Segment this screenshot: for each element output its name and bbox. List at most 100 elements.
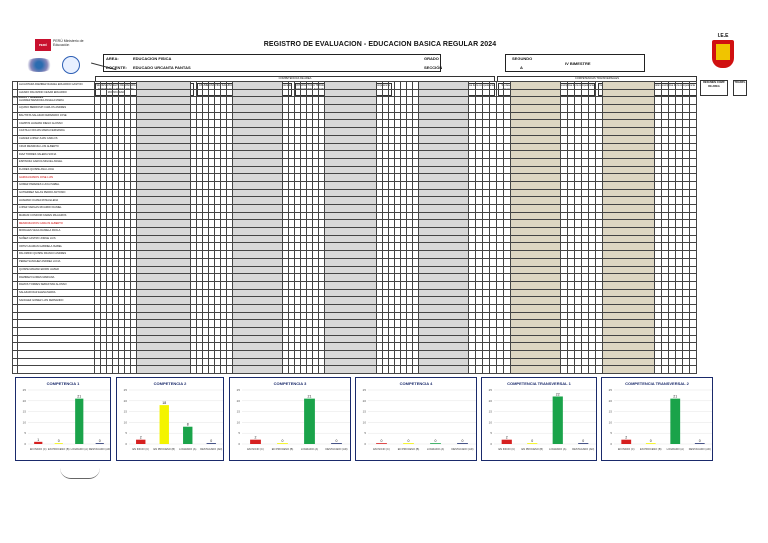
grade-cell[interactable]: [654, 242, 662, 252]
conclusion-cell[interactable]: [232, 357, 283, 367]
grade-cell[interactable]: [595, 127, 603, 136]
grade-cell[interactable]: [581, 142, 589, 152]
conclusion-cell[interactable]: [510, 104, 561, 113]
conclusion-cell[interactable]: [232, 119, 283, 129]
student-name[interactable]: ALVAREZ MENDOZA ANGELA MARIA: [17, 96, 95, 106]
grade-cell[interactable]: [668, 288, 676, 298]
grade-cell[interactable]: [588, 288, 596, 298]
grade-cell[interactable]: [496, 111, 504, 121]
conclusion-cell[interactable]: [136, 111, 191, 121]
grade-cell[interactable]: [482, 211, 490, 221]
grade-cell[interactable]: [496, 188, 504, 198]
grade-cell[interactable]: [689, 327, 697, 336]
grade-cell[interactable]: [482, 311, 490, 321]
grade-cell[interactable]: [668, 334, 676, 344]
grade-cell[interactable]: [581, 334, 589, 344]
student-name[interactable]: AQUINO BERROSPI CARLOS ANDRES: [17, 104, 95, 113]
grade-cell[interactable]: [682, 265, 690, 275]
grade-cell[interactable]: [468, 257, 476, 267]
conclusion-cell[interactable]: [136, 127, 191, 136]
grade-cell[interactable]: [654, 250, 662, 259]
conclusion-cell[interactable]: [232, 204, 283, 213]
grade-cell[interactable]: [581, 296, 589, 305]
grade-cell[interactable]: [503, 180, 511, 190]
student-name[interactable]: RAMOS TORRES SEBASTIAN ALONSO: [17, 280, 95, 290]
grade-cell[interactable]: [654, 257, 662, 267]
grade-cell[interactable]: [581, 173, 589, 182]
conclusion-cell[interactable]: [232, 303, 283, 313]
grade-cell[interactable]: [560, 227, 568, 236]
grade-cell[interactable]: [654, 234, 662, 244]
grade-cell[interactable]: [482, 257, 490, 267]
grade-cell[interactable]: [689, 142, 697, 152]
grade-cell[interactable]: [581, 288, 589, 298]
conclusion-cell[interactable]: [232, 280, 283, 290]
grade-cell[interactable]: [574, 104, 582, 113]
grade-cell[interactable]: [682, 303, 690, 313]
grade-cell[interactable]: [560, 211, 568, 221]
grade-cell[interactable]: [689, 111, 697, 121]
grade-cell[interactable]: [567, 134, 575, 144]
grade-cell[interactable]: [489, 204, 497, 213]
student-name[interactable]: ALCANTARA RAMIREZ RAFAEL EDUARDO GASTON: [17, 81, 95, 90]
grade-cell[interactable]: [675, 211, 683, 221]
grade-cell[interactable]: [475, 165, 483, 175]
grade-cell[interactable]: [661, 311, 669, 321]
grade-cell[interactable]: [496, 173, 504, 182]
grade-cell[interactable]: [675, 265, 683, 275]
grade-cell[interactable]: [574, 257, 582, 267]
grade-cell[interactable]: [668, 350, 676, 359]
grade-cell[interactable]: [682, 211, 690, 221]
grade-cell[interactable]: [489, 150, 497, 159]
grade-cell[interactable]: [588, 350, 596, 359]
grade-cell[interactable]: [581, 211, 589, 221]
student-name[interactable]: [17, 342, 95, 352]
grade-cell[interactable]: [482, 273, 490, 282]
student-name[interactable]: ALFARO PALOMINO CESAR EDUARDO: [17, 88, 95, 98]
grade-cell[interactable]: [574, 303, 582, 313]
grade-cell[interactable]: [560, 81, 568, 90]
student-name[interactable]: MENDOZA RIOS CARLOS ALBERTO: [17, 219, 95, 229]
grade-cell[interactable]: [489, 257, 497, 267]
grade-cell[interactable]: [468, 96, 476, 106]
grade-cell[interactable]: [560, 196, 568, 205]
conclusion-cell[interactable]: [510, 173, 561, 182]
grade-cell[interactable]: [595, 303, 603, 313]
conclusion-cell[interactable]: [510, 296, 561, 305]
conclusion-cell[interactable]: [324, 357, 377, 367]
grade-cell[interactable]: [482, 196, 490, 205]
grade-cell[interactable]: [475, 327, 483, 336]
grade-cell[interactable]: [560, 173, 568, 182]
conclusion-cell[interactable]: [602, 365, 655, 375]
conclusion-cell[interactable]: [232, 296, 283, 305]
conclusion-cell[interactable]: [510, 127, 561, 136]
grade-cell[interactable]: [489, 173, 497, 182]
grade-cell[interactable]: [668, 150, 676, 159]
grade-cell[interactable]: [475, 173, 483, 182]
grade-cell[interactable]: [496, 242, 504, 252]
grade-cell[interactable]: [574, 273, 582, 282]
grade-cell[interactable]: [489, 265, 497, 275]
grade-cell[interactable]: [581, 319, 589, 328]
grade-cell[interactable]: [503, 227, 511, 236]
conclusion-cell[interactable]: [136, 157, 191, 167]
conclusion-cell[interactable]: [418, 196, 469, 205]
grade-cell[interactable]: [468, 242, 476, 252]
grade-cell[interactable]: [560, 165, 568, 175]
conclusion-cell[interactable]: [602, 234, 655, 244]
grade-cell[interactable]: [595, 288, 603, 298]
grade-cell[interactable]: [668, 188, 676, 198]
grade-cell[interactable]: [588, 303, 596, 313]
grade-cell[interactable]: [588, 273, 596, 282]
grade-cell[interactable]: [567, 211, 575, 221]
conclusion-cell[interactable]: [324, 196, 377, 205]
conclusion-cell[interactable]: [602, 342, 655, 352]
grade-cell[interactable]: [567, 219, 575, 229]
conclusion-cell[interactable]: [324, 127, 377, 136]
grade-cell[interactable]: [468, 334, 476, 344]
conclusion-cell[interactable]: [418, 365, 469, 375]
grade-cell[interactable]: [475, 142, 483, 152]
grade-cell[interactable]: [503, 88, 511, 98]
grade-cell[interactable]: [675, 257, 683, 267]
conclusion-cell[interactable]: [232, 311, 283, 321]
